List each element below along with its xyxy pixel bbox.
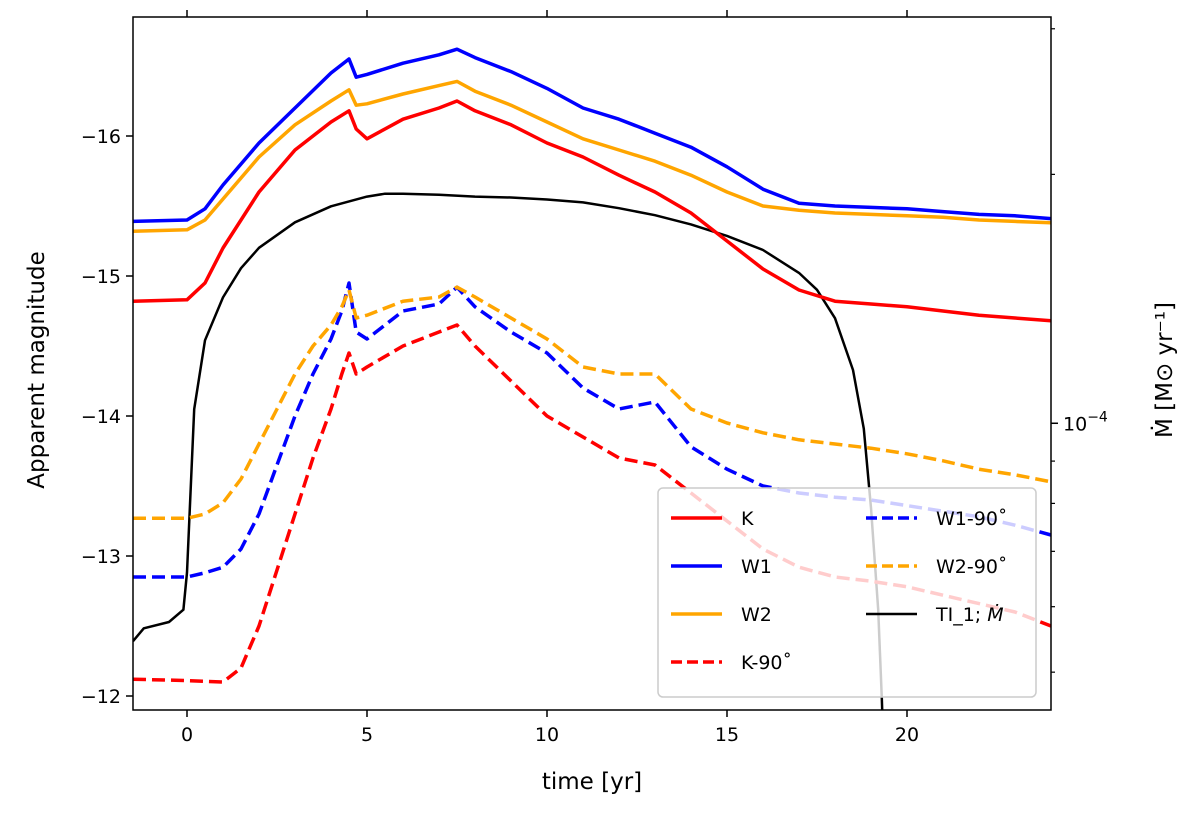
series-line-w2-90	[133, 285, 1051, 520]
legend-label-w2: W2	[741, 604, 772, 626]
y2-tick-label: 10−4	[1063, 409, 1108, 435]
x-tick-label: 15	[715, 724, 739, 746]
x-tick-label: 20	[895, 724, 919, 746]
legend-label-w1: W1	[741, 556, 772, 578]
legend-label-k: K	[741, 508, 754, 530]
y-tick-label: −14	[81, 406, 121, 428]
legend-label-w1-90: W1-90˚	[936, 508, 1007, 530]
x-axis-title: time [yr]	[542, 769, 642, 795]
x-tick-label: 10	[535, 724, 559, 746]
series-line-ti-1-mdot	[133, 192, 884, 710]
ticks-layer: 0 5 10 15 20 −12 −13 −14 −15 −16 10−4	[81, 10, 1108, 746]
legend: K W1 W2 K-90˚ W1-90˚ W2-90˚ TI_1; Ṁ	[657, 487, 1037, 698]
x-tick-label: 0	[181, 724, 193, 746]
legend-label-k-90: K-90˚	[741, 652, 792, 674]
legend-label-ti1-mdot: TI_1; Ṁ	[935, 603, 1004, 626]
y2-axis-title: Ṁ [M⊙ yr⁻¹]	[1150, 302, 1178, 438]
y-tick-label: −16	[81, 126, 121, 148]
plot-frame	[132, 16, 1052, 711]
x-tick-label: 5	[361, 724, 373, 746]
y-tick-label: −13	[81, 546, 121, 568]
y-tick-label: −15	[81, 266, 121, 288]
series-line-k	[133, 99, 1051, 323]
series-line-w2	[133, 79, 1051, 233]
y-axis-title: Apparent magnitude	[24, 251, 50, 488]
legend-label-w2-90: W2-90˚	[936, 556, 1007, 578]
y-tick-label: −12	[81, 686, 121, 708]
legend-label-ti1-prefix: TI_1;	[935, 604, 987, 626]
series-line-w1	[133, 47, 1051, 224]
legend-frame	[657, 487, 1037, 698]
legend-label-ti1-symbol: Ṁ	[987, 603, 1003, 626]
